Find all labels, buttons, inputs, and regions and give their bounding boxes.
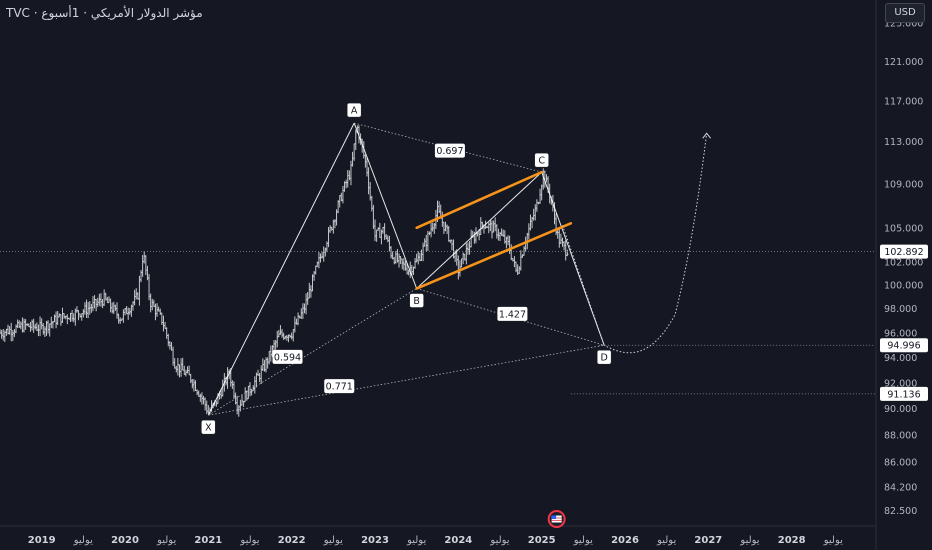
x-tick-label: 2024: [444, 535, 472, 546]
pattern-leg-ab: [353, 122, 418, 289]
x-tick-label: يوليو: [489, 535, 509, 546]
price-axis-marker: [880, 244, 928, 259]
pattern-point-b-box: [409, 293, 424, 308]
y-tick-label: 113.000: [884, 137, 923, 148]
price-axis-marker-label: 102.892: [884, 247, 923, 258]
ratio-label: 0.697: [436, 146, 463, 157]
price-axis-marker-label: 91.136: [887, 389, 920, 400]
ratio-line-bd: [416, 288, 605, 346]
y-tick-label: 96.000: [884, 328, 917, 339]
x-tick-label: 2021: [194, 535, 222, 546]
pattern-leg-cd: [541, 171, 605, 346]
price-axis-marker-label: 94.996: [887, 341, 920, 352]
ratio-label-box: [434, 143, 465, 158]
symbol-title: TVC · مؤشر الدولار الأمريكي · 1أسبوع: [6, 6, 203, 20]
y-tick-label: 86.000: [884, 457, 917, 468]
x-tick-label: يوليو: [573, 535, 593, 546]
pattern-point-c-label: C: [538, 156, 545, 167]
y-tick-label: 105.000: [884, 223, 923, 234]
y-tick-label: 121.000: [884, 57, 923, 68]
x-tick-label: 2023: [361, 535, 389, 546]
y-tick-label: 117.000: [884, 96, 923, 107]
x-tick-label: يوليو: [739, 535, 759, 546]
x-tick-label: يوليو: [323, 535, 343, 546]
us-flag-canton: [551, 515, 557, 519]
x-tick-label: 2022: [278, 535, 306, 546]
pattern-point-b-label: B: [413, 296, 420, 307]
y-tick-label: 102.000: [884, 257, 923, 268]
us-flag-icon: [551, 515, 562, 523]
y-tick-label: 82.500: [884, 506, 917, 517]
y-tick-label: 90.000: [884, 404, 917, 415]
ratio-label-box: [497, 306, 528, 321]
x-tick-label: 2025: [528, 535, 556, 546]
x-tick-label: 2026: [611, 535, 639, 546]
ratio-label: 0.594: [274, 352, 301, 363]
y-tick-label: 125.000: [884, 19, 923, 30]
ratio-line-xb: [208, 288, 417, 416]
pattern-point-a-box: [346, 102, 362, 118]
price-axis-marker: [880, 338, 928, 353]
ratio-label: 0.771: [326, 382, 353, 393]
pattern-point-a-label: A: [351, 106, 358, 117]
ratio-line-ac: [354, 122, 542, 173]
x-tick-label: يوليو: [406, 535, 426, 546]
ratio-label: 1.427: [499, 309, 526, 320]
y-tick-label: 98.000: [884, 304, 917, 315]
x-tick-label: 2027: [694, 535, 722, 546]
y-tick-label: 84.200: [884, 482, 917, 493]
channel-lower-line: [415, 222, 573, 290]
ratio-line-xd: [208, 344, 605, 416]
projection-path: [562, 133, 708, 354]
x-tick-label: يوليو: [239, 535, 259, 546]
y-tick-label: 92.000: [884, 378, 917, 389]
projection-arrowhead: [702, 132, 712, 139]
ratio-label-box: [324, 379, 355, 394]
y-tick-label: 94.000: [884, 353, 917, 364]
price-axis-marker: [880, 386, 928, 401]
y-tick-label: 88.000: [884, 430, 917, 441]
x-tick-label: يوليو: [73, 535, 93, 546]
ratio-label-box: [272, 349, 303, 364]
x-tick-label: يوليو: [656, 535, 676, 546]
currency-selector[interactable]: USD: [885, 3, 925, 23]
pattern-point-d-label: D: [601, 353, 608, 364]
pattern-point-d-box: [596, 349, 612, 365]
y-tick-label: 109.000: [884, 179, 923, 190]
x-tick-label: 2028: [778, 535, 806, 546]
y-tick-label: 100.000: [884, 281, 923, 292]
channel-upper-line: [415, 170, 543, 230]
x-tick-label: يوليو: [156, 535, 176, 546]
x-tick-label: 2019: [28, 535, 56, 546]
pattern-point-c-box: [534, 152, 549, 168]
pattern-point-x-label: X: [205, 423, 212, 434]
pattern-leg-xa: [207, 122, 355, 416]
pattern-point-x-box: [201, 419, 216, 435]
x-tick-label: يوليو: [823, 535, 843, 546]
pattern-leg-bc: [416, 171, 543, 289]
x-tick-label: 2020: [111, 535, 139, 546]
